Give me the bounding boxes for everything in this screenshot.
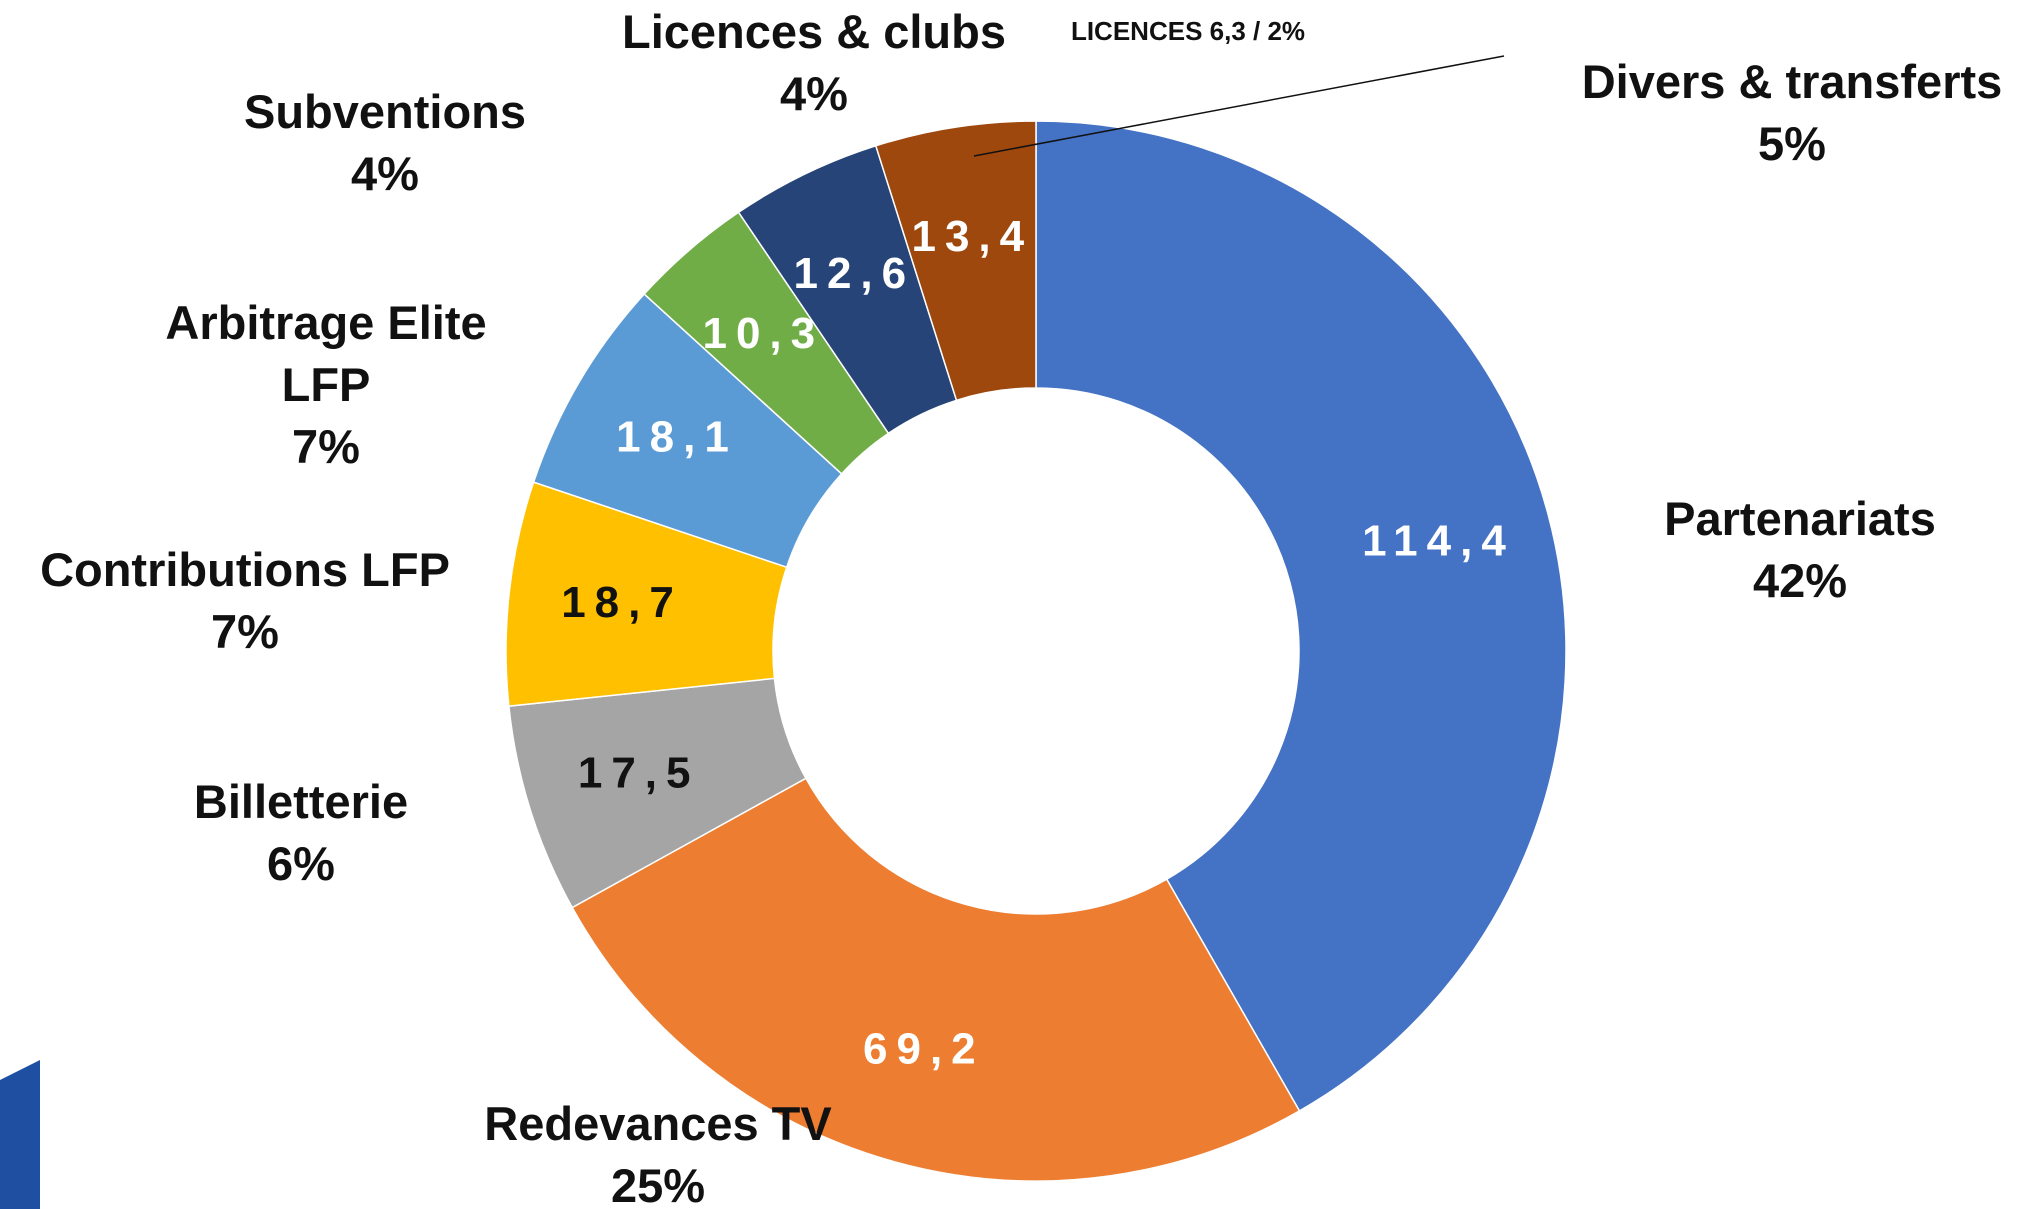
category-name: Contributions LFP (40, 543, 450, 596)
percent-label: 25% (610, 1159, 706, 1209)
value-label: 18,1 (616, 412, 738, 461)
percent-label: 6% (267, 837, 335, 890)
category-name: Partenariats (1664, 492, 1936, 545)
percent-label: 4% (780, 67, 848, 120)
annotation: LICENCES 6,3 / 2% (1071, 16, 1305, 46)
category-name: Subventions (243, 85, 527, 138)
category-label: Arbitrage Elite LFP 7% (136, 292, 516, 478)
value-label: 114,4 (1362, 517, 1515, 566)
percent-label: 5% (1758, 117, 1826, 170)
value-label: 13,4 (911, 212, 1033, 261)
category-label: Partenariats 42% (1664, 488, 1936, 612)
percent-label: 7% (211, 605, 279, 658)
percent-label: 42% (1752, 554, 1848, 607)
category-name: Redevances TV (484, 1097, 832, 1150)
value-label: 12,6 (793, 249, 915, 298)
category-name: Billetterie (193, 775, 409, 828)
value-label: 17,5 (578, 749, 700, 798)
category-name: Arbitrage Elite LFP (165, 296, 487, 411)
corner-logo (0, 1060, 40, 1209)
category-label: Contributions LFP 7% (40, 539, 450, 663)
category-label: Divers & transferts 5% (1582, 51, 2003, 175)
category-label: Billetterie 6% (194, 771, 408, 895)
category-label: Licences & clubs 4% (622, 1, 1006, 125)
category-label: Subventions 4% (244, 81, 526, 205)
category-label: Redevances TV 25% (484, 1093, 831, 1209)
value-label: 18,7 (561, 578, 683, 627)
percent-label: 7% (292, 420, 360, 473)
donut-segment (571, 777, 1301, 1182)
category-name: Licences & clubs (622, 5, 1006, 58)
value-label: 69,2 (863, 1025, 985, 1074)
percent-label: 4% (351, 147, 419, 200)
donut-segment (1035, 120, 1567, 1112)
value-label: 10,3 (702, 309, 824, 358)
category-name: Divers & transferts (1581, 55, 2003, 108)
donut-segment (874, 120, 1037, 402)
leader-line (973, 55, 1505, 157)
